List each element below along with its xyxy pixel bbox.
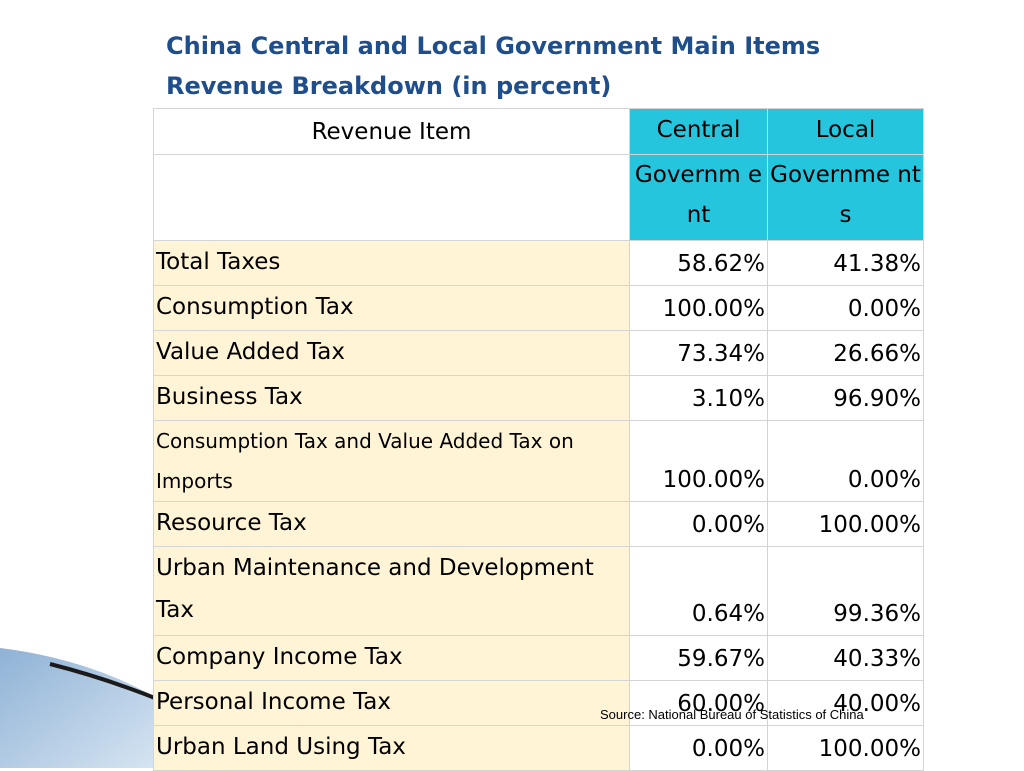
- table-row: Personal Income Tax 60.00% 40.00%: [153, 680, 924, 726]
- row-central-value: 73.34%: [629, 330, 768, 376]
- row-local-value: 100.00%: [767, 501, 924, 547]
- row-item: Urban Maintenance and Development Tax: [153, 546, 630, 636]
- row-central-value: 59.67%: [629, 635, 768, 681]
- row-local-value: 0.00%: [767, 420, 924, 502]
- table-row: Business Tax 3.10% 96.90%: [153, 375, 924, 421]
- source-note: Source: National Bureau of Statistics of…: [600, 707, 864, 722]
- table-row: Consumption Tax 100.00% 0.00%: [153, 285, 924, 331]
- header-blank-cell: [153, 154, 630, 241]
- table-row: Urban Land Using Tax 0.00% 100.00%: [153, 725, 924, 771]
- table-row: Company Income Tax 59.67% 40.33%: [153, 635, 924, 681]
- header-central-government: Governm ent: [629, 154, 768, 241]
- row-local-value: 99.36%: [767, 546, 924, 636]
- header-local-governments: Governme nts: [767, 154, 924, 241]
- header-revenue-item: Revenue Item: [153, 108, 630, 155]
- row-item: Personal Income Tax: [153, 680, 630, 726]
- slide-title-line-2: Revenue Breakdown (in percent): [166, 72, 612, 100]
- row-item: Value Added Tax: [153, 330, 630, 376]
- row-item: Company Income Tax: [153, 635, 630, 681]
- row-central-value: 100.00%: [629, 420, 768, 502]
- row-local-value: 41.38%: [767, 240, 924, 286]
- row-item: Resource Tax: [153, 501, 630, 547]
- row-item: Total Taxes: [153, 240, 630, 286]
- slide-title-line-1: China Central and Local Government Main …: [166, 32, 821, 60]
- row-central-value: 0.64%: [629, 546, 768, 636]
- header-central: Central: [629, 108, 768, 155]
- revenue-table: Revenue Item Central Local Governm ent G…: [153, 108, 924, 771]
- slide-title: China Central and Local Government Main …: [166, 26, 926, 106]
- header-local: Local: [767, 108, 924, 155]
- row-local-value: 100.00%: [767, 725, 924, 771]
- row-item: Urban Land Using Tax: [153, 725, 630, 771]
- table-row: Resource Tax 0.00% 100.00%: [153, 501, 924, 547]
- row-item: Consumption Tax: [153, 285, 630, 331]
- row-central-value: 0.00%: [629, 501, 768, 547]
- row-central-value: 0.00%: [629, 725, 768, 771]
- table-row: Consumption Tax and Value Added Tax on I…: [153, 420, 924, 502]
- row-local-value: 26.66%: [767, 330, 924, 376]
- row-local-value: 40.33%: [767, 635, 924, 681]
- decorative-swoosh: [0, 648, 160, 768]
- row-item: Consumption Tax and Value Added Tax on I…: [153, 420, 630, 502]
- row-central-value: 58.62%: [629, 240, 768, 286]
- table-row: Value Added Tax 73.34% 26.66%: [153, 330, 924, 376]
- row-local-value: 0.00%: [767, 285, 924, 331]
- row-central-value: 3.10%: [629, 375, 768, 421]
- row-local-value: 96.90%: [767, 375, 924, 421]
- row-central-value: 100.00%: [629, 285, 768, 331]
- table-row: Urban Maintenance and Development Tax 0.…: [153, 546, 924, 636]
- table-row: Total Taxes 58.62% 41.38%: [153, 240, 924, 286]
- row-item: Business Tax: [153, 375, 630, 421]
